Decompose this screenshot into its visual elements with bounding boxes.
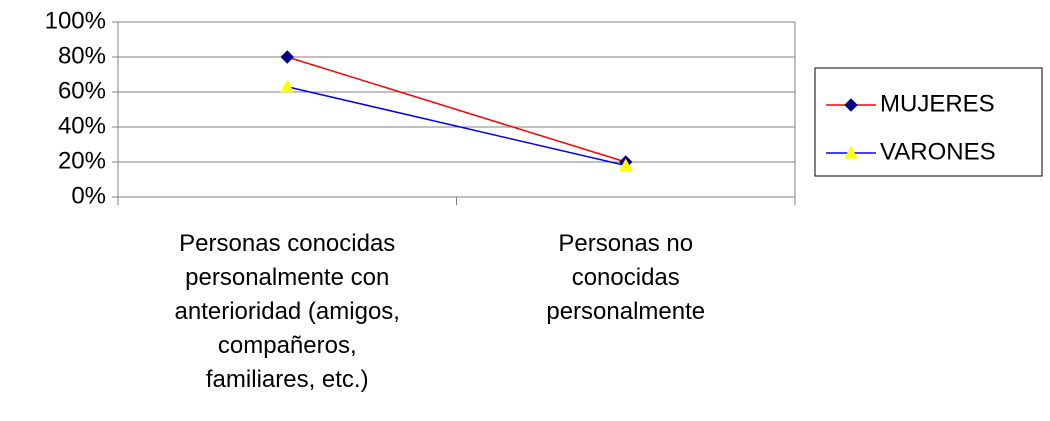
y-tick-label: 0% <box>71 182 106 209</box>
x-tick-label: Personas no conocidas personalmente <box>546 230 705 325</box>
y-tick-label: 100% <box>45 7 106 34</box>
y-tick-label: 40% <box>58 112 106 139</box>
y-tick-label: 80% <box>58 42 106 69</box>
marker <box>280 79 295 93</box>
legend-label: VARONES <box>880 138 996 165</box>
series-line <box>287 86 626 167</box>
legend-marker <box>844 98 858 112</box>
legend-label: MUJERES <box>880 90 995 117</box>
x-tick-label: Personas conocidas personalmente con anter… <box>175 230 400 393</box>
marker <box>280 50 294 64</box>
marker <box>618 158 633 171</box>
legend-marker <box>844 145 858 159</box>
series-line <box>287 56 626 163</box>
y-tick-label: 20% <box>58 147 106 174</box>
y-tick-label: 60% <box>58 77 106 104</box>
